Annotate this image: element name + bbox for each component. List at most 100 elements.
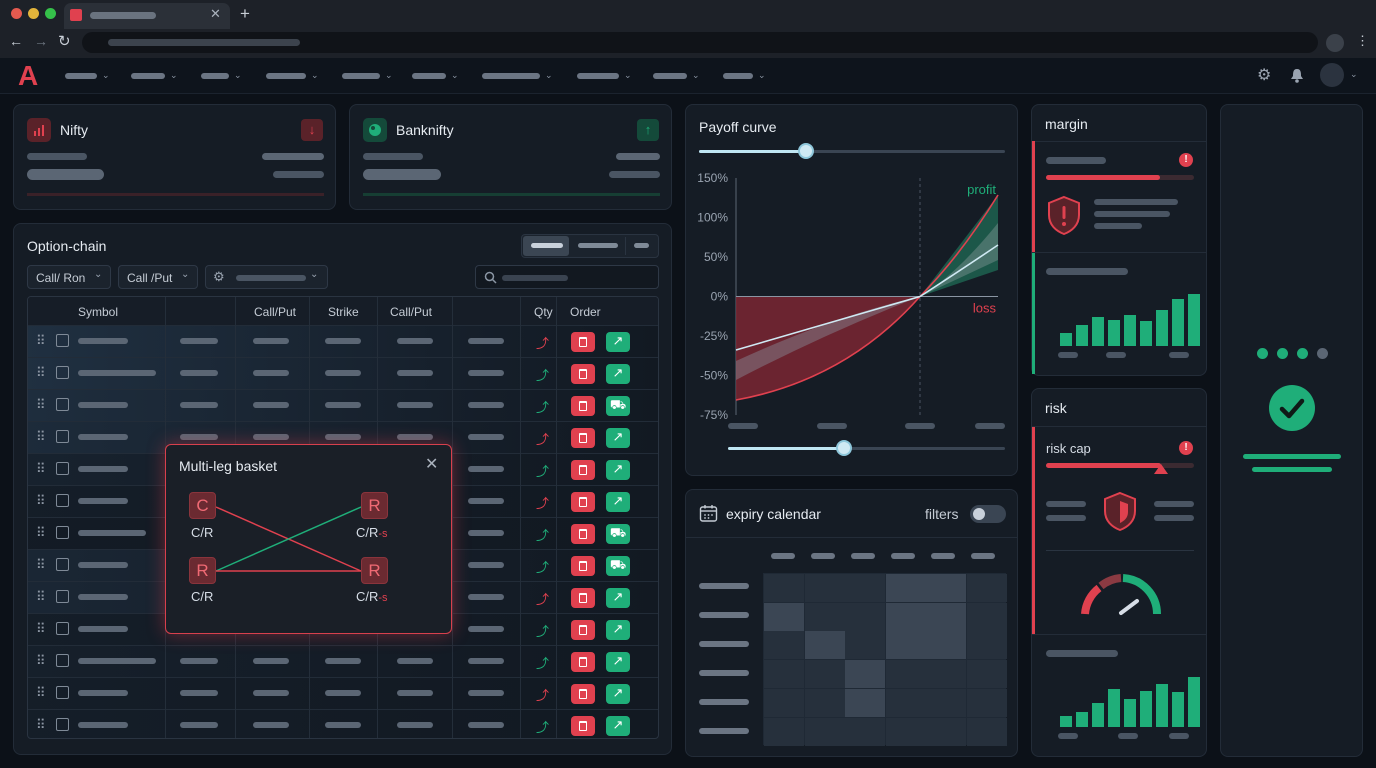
calendar-day[interactable]	[804, 631, 845, 660]
calendar-day[interactable]	[926, 602, 966, 631]
delete-button[interactable]	[571, 588, 595, 608]
delete-button[interactable]	[571, 460, 595, 480]
order-button[interactable]: ↗	[606, 620, 630, 640]
calendar-day[interactable]	[885, 688, 926, 717]
calendar-day[interactable]	[764, 574, 804, 602]
drag-handle-icon[interactable]: ⠿	[36, 397, 45, 412]
order-button[interactable]: ↗	[606, 588, 630, 608]
banknifty-card[interactable]: Banknifty ↑	[349, 104, 672, 210]
slider-handle[interactable]	[836, 440, 853, 456]
delete-button[interactable]	[571, 492, 595, 512]
calendar-day[interactable]	[966, 574, 1007, 602]
swap-icon[interactable]	[56, 590, 69, 603]
delete-button[interactable]	[571, 364, 595, 384]
nav-menu-item[interactable]: ⌄	[342, 70, 394, 80]
drag-handle-icon[interactable]: ⠿	[36, 365, 45, 380]
calendar-day[interactable]	[885, 574, 926, 602]
calendar-day[interactable]	[845, 574, 885, 602]
delete-button[interactable]	[571, 716, 595, 736]
table-row[interactable]: ⠿ ⤴ ⛟	[28, 389, 658, 421]
nav-menu-item[interactable]: ⌄	[723, 70, 767, 80]
calendar-day[interactable]	[926, 717, 966, 746]
close-window-icon[interactable]	[11, 8, 22, 19]
order-button[interactable]: ↗	[606, 652, 630, 672]
calendar-day[interactable]	[764, 631, 804, 660]
drag-handle-icon[interactable]: ⠿	[36, 621, 45, 636]
order-button[interactable]: ⛟	[606, 556, 630, 576]
calendar-day[interactable]	[804, 660, 845, 689]
leg-node[interactable]: R	[361, 492, 388, 519]
nav-menu-item[interactable]: ⌄	[201, 70, 243, 80]
search-input[interactable]	[475, 265, 659, 289]
calendar-day[interactable]	[764, 602, 804, 631]
swap-icon[interactable]	[56, 430, 69, 443]
bottom-slider[interactable]	[728, 440, 1005, 456]
swap-icon[interactable]	[56, 718, 69, 731]
calendar-day[interactable]	[804, 688, 845, 717]
swap-icon[interactable]	[56, 526, 69, 539]
table-row[interactable]: ⠿ ⤴ ↗	[28, 645, 658, 677]
swap-icon[interactable]	[56, 622, 69, 635]
calendar-day[interactable]	[885, 631, 926, 660]
delete-button[interactable]	[571, 620, 595, 640]
leg-node[interactable]: R	[361, 557, 388, 584]
calendar-day[interactable]	[966, 602, 1007, 631]
order-button[interactable]: ↗	[606, 364, 630, 384]
calendar-day[interactable]	[885, 717, 926, 746]
delete-button[interactable]	[571, 428, 595, 448]
order-button[interactable]: ↗	[606, 492, 630, 512]
leg-call-node[interactable]: C	[189, 492, 216, 519]
calendar-day[interactable]	[804, 717, 845, 746]
swap-icon[interactable]	[56, 462, 69, 475]
address-bar[interactable]	[82, 32, 1318, 53]
nav-menu-item[interactable]: ⌄	[65, 70, 111, 80]
back-icon[interactable]: ←	[9, 33, 23, 49]
view-toggle[interactable]	[521, 234, 659, 258]
delete-button[interactable]	[571, 524, 595, 544]
nav-menu-item[interactable]: ⌄	[577, 70, 633, 80]
swap-icon[interactable]	[56, 558, 69, 571]
call-put-filter[interactable]: Call /Put ⌄	[118, 265, 198, 289]
calendar-day[interactable]	[926, 688, 966, 717]
nav-menu-item[interactable]: ⌄	[653, 70, 701, 80]
notification-bell-icon[interactable]	[1290, 68, 1304, 83]
delete-button[interactable]	[571, 684, 595, 704]
calendar-day[interactable]	[966, 717, 1007, 746]
drag-handle-icon[interactable]: ⠿	[36, 557, 45, 572]
calendar-day[interactable]	[845, 717, 885, 746]
calendar-day[interactable]	[926, 574, 966, 602]
table-row[interactable]: ⠿ ⤴ ↗	[28, 677, 658, 709]
call-ron-filter[interactable]: Call/ Ron ⌄	[27, 265, 111, 289]
browser-tab[interactable]: ✕	[64, 3, 230, 29]
maximize-window-icon[interactable]	[45, 8, 56, 19]
minimize-window-icon[interactable]	[28, 8, 39, 19]
drag-handle-icon[interactable]: ⠿	[36, 429, 45, 444]
swap-icon[interactable]	[56, 654, 69, 667]
forward-icon[interactable]: →	[34, 33, 48, 49]
order-button[interactable]: ↗	[606, 332, 630, 352]
drag-handle-icon[interactable]: ⠿	[36, 717, 45, 732]
leg-node[interactable]: R	[189, 557, 216, 584]
calendar-day[interactable]	[764, 660, 804, 689]
close-tab-icon[interactable]: ✕	[210, 6, 221, 21]
calendar-day[interactable]	[926, 660, 966, 689]
filters-toggle[interactable]	[970, 505, 1006, 523]
multi-leg-basket-modal[interactable]: Multi-leg basket ✕ C R R R C/R C/R-s C/R…	[165, 444, 452, 634]
order-button[interactable]: ⛟	[606, 396, 630, 416]
new-tab-icon[interactable]: +	[240, 4, 250, 23]
order-button[interactable]: ↗	[606, 460, 630, 480]
drag-handle-icon[interactable]: ⠿	[36, 653, 45, 668]
top-slider[interactable]	[699, 143, 1005, 159]
drag-handle-icon[interactable]: ⠿	[36, 589, 45, 604]
order-button[interactable]: ↗	[606, 716, 630, 736]
calendar-day[interactable]	[764, 717, 804, 746]
user-menu-chevron-icon[interactable]: ⌄	[1350, 69, 1358, 79]
drag-handle-icon[interactable]: ⠿	[36, 525, 45, 540]
swap-icon[interactable]	[56, 686, 69, 699]
delete-button[interactable]	[571, 332, 595, 352]
swap-icon[interactable]	[56, 366, 69, 379]
calendar-day[interactable]	[966, 688, 1007, 717]
nifty-card[interactable]: Nifty ↓	[13, 104, 336, 210]
table-row[interactable]: ⠿ ⤴ ↗	[28, 709, 658, 738]
delete-button[interactable]	[571, 556, 595, 576]
